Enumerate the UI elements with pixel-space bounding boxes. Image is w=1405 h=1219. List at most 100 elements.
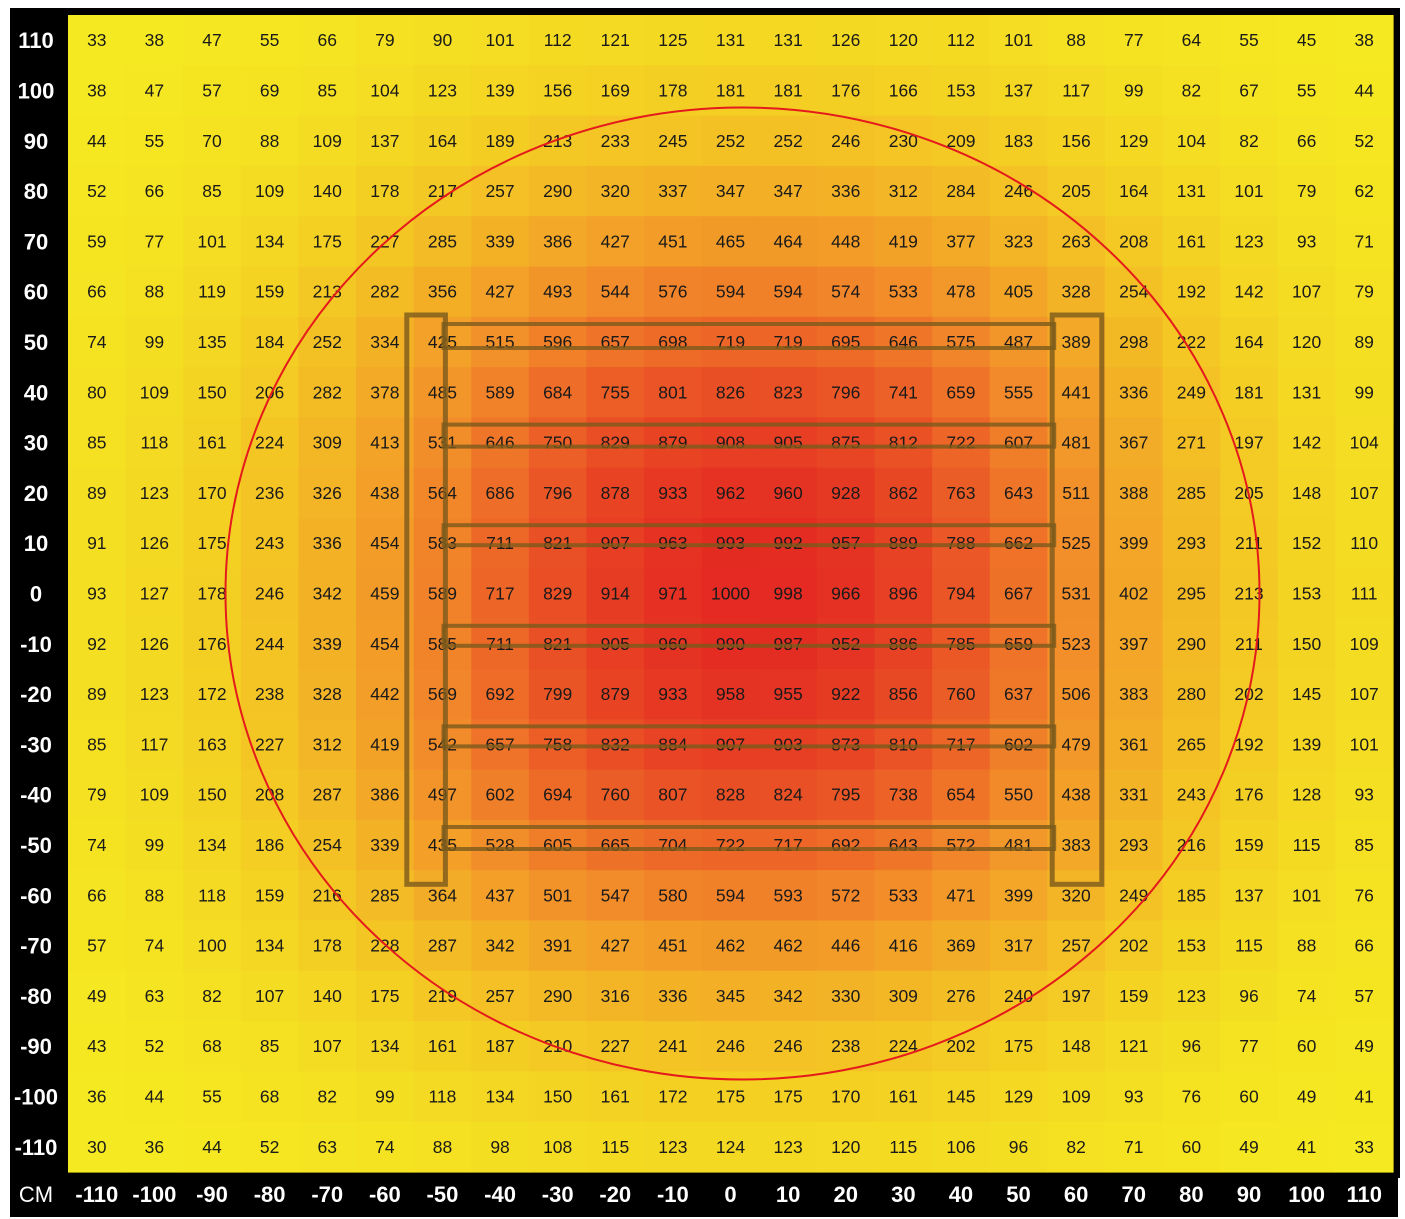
heatmap-cell (183, 1021, 242, 1072)
heatmap-cell (1277, 769, 1336, 821)
heatmap-cell (989, 266, 1048, 318)
heatmap-cell (1162, 870, 1221, 922)
cell-value-label: 96 (1239, 986, 1258, 1006)
heatmap-cell (413, 769, 472, 821)
cell-value-label: 82 (1182, 80, 1201, 100)
cell-value-label: 109 (140, 785, 169, 805)
cell-value-label: 52 (1354, 131, 1373, 151)
cell-value-label: 290 (1177, 634, 1206, 654)
heatmap-cell (932, 115, 991, 167)
heatmap-cell (644, 970, 703, 1022)
cell-value-label: 88 (433, 1137, 452, 1157)
heatmap-cell (183, 618, 242, 670)
cell-value-label: 704 (658, 835, 687, 855)
cell-value-label: 123 (140, 684, 169, 704)
cell-value-label: 284 (946, 181, 975, 201)
cell-value-label: 82 (1066, 1137, 1085, 1157)
cell-value-label: 342 (774, 986, 803, 1006)
cell-value-label: 192 (1234, 734, 1263, 754)
cell-value-label: 178 (313, 936, 342, 956)
heatmap-cell (759, 970, 818, 1022)
heatmap-cell (701, 769, 760, 821)
x-tick-label: -110 (75, 1182, 118, 1207)
cell-value-label: 131 (716, 30, 745, 50)
cell-value-label: 224 (889, 1036, 918, 1056)
heatmap-cell (528, 668, 588, 720)
cell-value-label: 265 (1177, 734, 1206, 754)
cell-value-label: 66 (1354, 936, 1373, 956)
cell-value-label: 66 (87, 885, 106, 905)
heatmap-cell (701, 115, 760, 167)
cell-value-label: 45 (1297, 30, 1316, 50)
cell-value-label: 82 (1239, 131, 1258, 151)
cell-value-label: 312 (889, 181, 918, 201)
cell-value-label: 227 (601, 1036, 630, 1056)
heatmap-cell (1047, 719, 1106, 771)
heatmap-cell (644, 15, 703, 66)
cell-value-label: 104 (1350, 433, 1379, 453)
cell-value-label: 99 (145, 835, 164, 855)
heatmap-cell (1335, 15, 1394, 66)
heatmap-cell (1104, 165, 1164, 217)
heatmap-cell (1162, 266, 1221, 318)
heatmap-cell (68, 467, 127, 519)
cell-value-label: 287 (313, 785, 342, 805)
heatmap-cell (240, 266, 300, 318)
cell-value-label: 117 (1062, 80, 1090, 100)
heatmap-cell (1162, 618, 1221, 670)
heatmap-cell (298, 518, 357, 569)
cell-value-label: 245 (658, 131, 687, 151)
cell-value-label: 402 (1119, 584, 1148, 604)
cell-value-label: 150 (1292, 634, 1321, 654)
heatmap-cell (644, 870, 703, 922)
heatmap-cell (68, 920, 127, 972)
heatmap-cell (586, 165, 645, 217)
cell-value-label: 879 (601, 684, 630, 704)
cell-value-label: 282 (313, 382, 342, 402)
cell-value-label: 933 (658, 684, 687, 704)
cell-value-label: 139 (1292, 734, 1321, 754)
cell-value-label: 74 (87, 332, 107, 352)
x-tick-label: 60 (1064, 1182, 1088, 1207)
heatmap-cell (816, 1021, 876, 1072)
cell-value-label: 43 (87, 1036, 106, 1056)
cell-value-label: 589 (485, 382, 514, 402)
cell-value-label: 799 (543, 684, 572, 704)
cell-value-label: 142 (1292, 433, 1321, 453)
cell-value-label: 161 (889, 1087, 918, 1107)
cell-value-label: 126 (140, 533, 169, 553)
cell-value-label: 82 (202, 986, 221, 1006)
cell-value-label: 594 (716, 282, 745, 302)
cell-value-label: 101 (1004, 30, 1033, 50)
cell-value-label: 594 (774, 282, 803, 302)
heatmap-cell (1162, 970, 1221, 1022)
cell-value-label: 111 (1351, 584, 1378, 604)
cell-value-label: 52 (87, 181, 106, 201)
cell-value-label: 49 (1297, 1087, 1316, 1107)
cell-value-label: 464 (774, 231, 803, 251)
cell-value-label: 796 (543, 483, 572, 503)
cell-value-label: 243 (255, 533, 284, 553)
y-tick-label: -100 (14, 1085, 58, 1110)
cell-value-label: 164 (1119, 181, 1148, 201)
heatmap-cell (413, 970, 472, 1022)
heatmap-cell (586, 65, 645, 117)
cell-value-label: 462 (716, 936, 745, 956)
heatmap-cell (298, 15, 357, 66)
heatmap-cell (125, 1071, 184, 1123)
cell-value-label: 166 (889, 80, 918, 100)
cell-value-label: 213 (1234, 584, 1263, 604)
heatmap-cell (1047, 316, 1106, 368)
heatmap-cell (68, 367, 127, 419)
cell-value-label: 643 (1004, 483, 1033, 503)
heatmap-cell (68, 769, 127, 821)
heatmap-cell (240, 115, 300, 167)
cell-value-label: 962 (716, 483, 745, 503)
heatmap-cell (240, 216, 300, 268)
cell-value-label: 454 (370, 634, 399, 654)
heatmap-cell (240, 165, 300, 217)
y-tick-label: 0 (30, 582, 42, 607)
cell-value-label: 121 (601, 30, 630, 50)
heatmap-cell (1104, 15, 1164, 66)
cell-value-label: 829 (543, 584, 572, 604)
